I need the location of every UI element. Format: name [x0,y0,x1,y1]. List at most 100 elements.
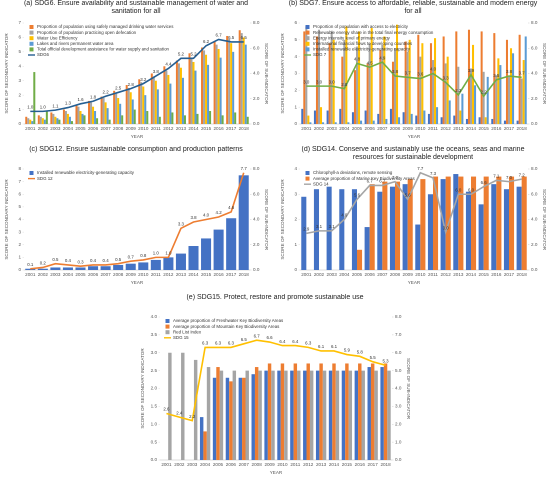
bar [242,377,246,460]
y-tick-label: 5 [18,49,21,54]
y2-tick-label: 1.0 [395,439,402,444]
bar [429,43,432,125]
data-label: 6.4 [292,339,299,344]
x-tick-label: 2013 [316,462,327,467]
bar [277,370,281,460]
bar [351,189,357,270]
chart-panel: (b) SDG7. Ensure access to affordable, r… [276,0,550,142]
y2-tick-label: 6.0 [531,191,538,196]
y-tick-label: 7 [18,179,21,184]
bar [167,74,170,124]
chart-title: (a) SDG6. Ensure availability and sustai… [23,0,249,15]
y2-axis-title: SCORE OF SUB-INDICATOR [264,43,269,105]
bar [39,116,42,124]
y-tick-label: 5 [294,37,297,42]
legend-label: Proportion of population using safely ma… [37,24,174,29]
x-tick-label: 2016 [213,126,224,131]
bar [94,111,97,124]
y-tick-label: 3 [18,78,21,83]
bar [240,33,243,124]
bar [158,116,161,124]
y2-tick-label: 2.0 [253,96,260,101]
x-tick-label: 2011 [151,272,161,277]
bar [421,43,424,125]
bar [203,50,206,124]
bar [254,367,259,460]
y-tick-label: 1 [18,107,21,112]
x-tick-label: 2009 [264,462,275,467]
data-label: 2.2 [481,89,488,94]
x-tick-label: 2008 [390,272,401,277]
legend-swatch [305,176,310,181]
bar [407,179,413,270]
bar [104,102,107,124]
bar [395,181,401,270]
bar [377,191,383,270]
y-tick-label: 1 [294,104,297,109]
bar [150,259,161,270]
legend-label: Proportion of population with access to … [313,24,409,29]
x-tick-label: 2017 [504,272,515,277]
bar [478,117,481,124]
bar [326,186,332,270]
legend-label: International financial flows to develop… [313,41,413,46]
bar [360,120,363,124]
bar [131,99,134,124]
x-tick-label: 2003 [50,272,61,277]
data-label: 1.0 [153,251,160,256]
y-tick-label: 0.0 [151,457,158,462]
x-tick-label: 2011 [428,272,438,277]
data-label: 0.3 [77,259,84,264]
bar [330,31,333,124]
data-label: 3.0 [303,79,310,84]
bar [140,82,143,124]
data-label: 2.6 [163,407,170,412]
bar [345,363,349,460]
y-tick-label: 4 [18,217,21,222]
y2-tick-label: 8.0 [531,166,538,171]
bar [524,36,527,124]
x-tick-label: 2017 [226,126,237,131]
legend-swatch [305,47,310,52]
data-label: 4.8 [354,57,361,62]
y-tick-label: 0.5 [151,439,158,444]
data-label: 7.1 [493,174,500,179]
y2-tick-label: 8.0 [253,166,260,171]
bar [45,111,48,124]
data-label: 5.9 [344,348,351,353]
data-label: 1.8 [90,94,97,99]
data-label: 5.6 [405,192,412,197]
line [306,61,522,98]
x-tick-label: 2003 [50,126,61,131]
x-tick-label: 2011 [290,462,300,467]
data-label: 5.5 [370,355,377,360]
chart-panel: (d) SDG14. Conserve and sustainably use … [276,146,550,288]
y-tick-label: 2 [294,217,297,222]
y2-tick-label: 8.0 [395,314,402,319]
data-label: 3.3 [443,75,450,80]
legend-label: SDG 7 [313,52,327,57]
bar [358,363,362,460]
data-label: 3.7 [405,70,412,75]
bar [201,238,212,270]
data-label: 6.3 [215,341,222,346]
bar [417,34,420,124]
y2-tick-label: 4.0 [253,71,260,76]
legend-label: Installed renewable electricity-generati… [313,47,411,52]
x-tick-label: 2006 [88,126,99,131]
bar [115,93,118,124]
bar [322,122,325,124]
x-tick-label: 2009 [403,272,414,277]
bar [415,115,418,124]
bar [238,377,243,460]
bar [364,227,370,270]
y2-axis-title: SCORE OF SUB-INDICATOR [542,43,547,105]
bar [440,117,443,124]
bar [465,118,468,124]
x-tick-label: 2001 [161,462,172,467]
x-tick-label: 2016 [491,126,502,131]
bar [175,253,186,270]
data-label: 6.6 [481,180,488,185]
bar [461,93,464,124]
y-axis-title: SCORE OF SECONDARY INDICATOR [4,179,9,260]
